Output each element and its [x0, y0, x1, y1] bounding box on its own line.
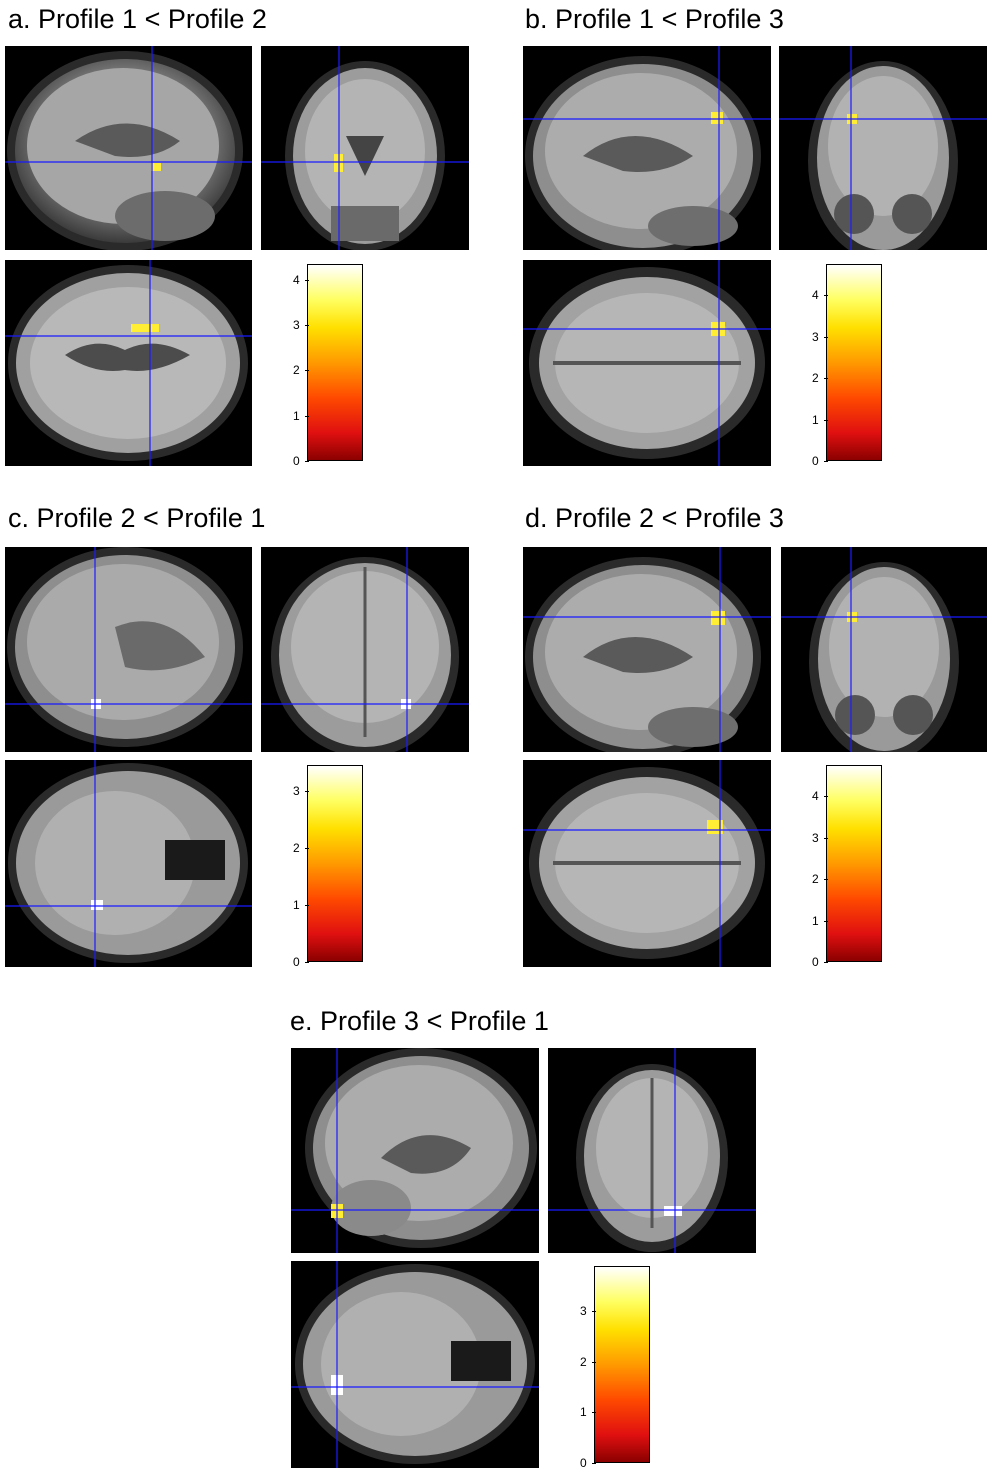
colorbar-tick-label: 2: [293, 363, 309, 378]
axial-brain-image: [523, 760, 771, 967]
colorbar-tick-label: 0: [293, 454, 309, 468]
coronal-brain-image: [261, 547, 469, 752]
activation-blob: [711, 611, 725, 625]
panel-d-colorbar: 0 1 2 3 4: [812, 765, 882, 968]
sagittal-brain-image: [5, 46, 252, 250]
colorbar-gradient: [307, 765, 363, 962]
panel-d-axial-view: [523, 760, 771, 967]
axial-brain-image: [5, 760, 252, 967]
activation-blob: [151, 163, 161, 171]
colorbar-tick-label: 1: [293, 408, 309, 423]
sagittal-brain-image: [291, 1048, 539, 1253]
panel-c-sagittal-view: [5, 547, 252, 752]
coronal-brain-image: [779, 46, 987, 250]
panel-c-coronal-view: [261, 547, 469, 752]
colorbar-tick-label: 2: [812, 872, 828, 887]
colorbar-gradient: [594, 1266, 650, 1463]
panel-e-title: e. Profile 3 < Profile 1: [290, 1006, 549, 1036]
activation-blob: [91, 900, 103, 910]
colorbar-tick-label: 3: [293, 783, 309, 798]
activation-blob: [664, 1206, 682, 1216]
colorbar-tick-label: 3: [580, 1304, 596, 1319]
colorbar-tick-label: 0: [812, 955, 828, 969]
colorbar-tick-label: 4: [293, 272, 309, 287]
colorbar-tick-label: 0: [812, 454, 828, 468]
colorbar-gradient: [826, 765, 882, 962]
panel-c-colorbar: 0 1 2 3: [293, 765, 363, 968]
sagittal-brain-image: [523, 547, 771, 752]
colorbar-tick-label: 0: [293, 955, 309, 969]
colorbar-tick-label: 1: [812, 412, 828, 427]
sagittal-brain-image: [5, 547, 252, 752]
colorbar-tick-label: 4: [812, 288, 828, 303]
panel-e-sagittal-view: [291, 1048, 539, 1253]
colorbar-gradient: [307, 264, 363, 461]
coronal-brain-image: [548, 1048, 756, 1253]
panel-d-coronal-view: [781, 547, 987, 752]
colorbar-tick-label: 3: [812, 830, 828, 845]
colorbar-tick-label: 1: [293, 897, 309, 912]
panel-a-title: a. Profile 1 < Profile 2: [8, 4, 267, 34]
panel-b-sagittal-view: [523, 46, 771, 250]
panel-e-axial-view: [291, 1261, 539, 1468]
colorbar-tick-label: 2: [812, 371, 828, 386]
axial-brain-image: [291, 1261, 539, 1468]
panel-c-title: c. Profile 2 < Profile 1: [8, 503, 266, 533]
panel-e-coronal-view: [548, 1048, 756, 1253]
axial-brain-image: [5, 260, 252, 466]
colorbar-tick-label: 0: [580, 1456, 596, 1470]
panel-a-axial-view: [5, 260, 252, 466]
axial-brain-image: [523, 260, 771, 466]
colorbar-gradient: [826, 264, 882, 461]
panel-d-sagittal-view: [523, 547, 771, 752]
panel-e-colorbar: 0 1 2 3: [580, 1266, 650, 1469]
activation-blob: [131, 324, 159, 332]
activation-blob: [711, 112, 723, 124]
colorbar-tick-label: 3: [293, 318, 309, 333]
panel-a-colorbar: 0 1 2 3 4: [293, 264, 363, 467]
colorbar-tick-label: 4: [812, 789, 828, 804]
panel-b-colorbar: 0 1 2 3 4: [812, 264, 882, 467]
coronal-brain-image: [261, 46, 469, 250]
colorbar-tick-label: 1: [580, 1405, 596, 1420]
panel-b-axial-view: [523, 260, 771, 466]
colorbar-tick-label: 2: [293, 840, 309, 855]
panel-b-coronal-view: [779, 46, 987, 250]
panel-c-axial-view: [5, 760, 252, 967]
panel-a-sagittal-view: [5, 46, 252, 250]
sagittal-brain-image: [523, 46, 771, 250]
panel-d-title: d. Profile 2 < Profile 3: [525, 503, 784, 533]
colorbar-tick-label: 1: [812, 913, 828, 928]
colorbar-tick-label: 2: [580, 1354, 596, 1369]
coronal-brain-image: [781, 547, 987, 752]
panel-b-title: b. Profile 1 < Profile 3: [525, 4, 784, 34]
panel-a-coronal-view: [261, 46, 469, 250]
colorbar-tick-label: 3: [812, 329, 828, 344]
